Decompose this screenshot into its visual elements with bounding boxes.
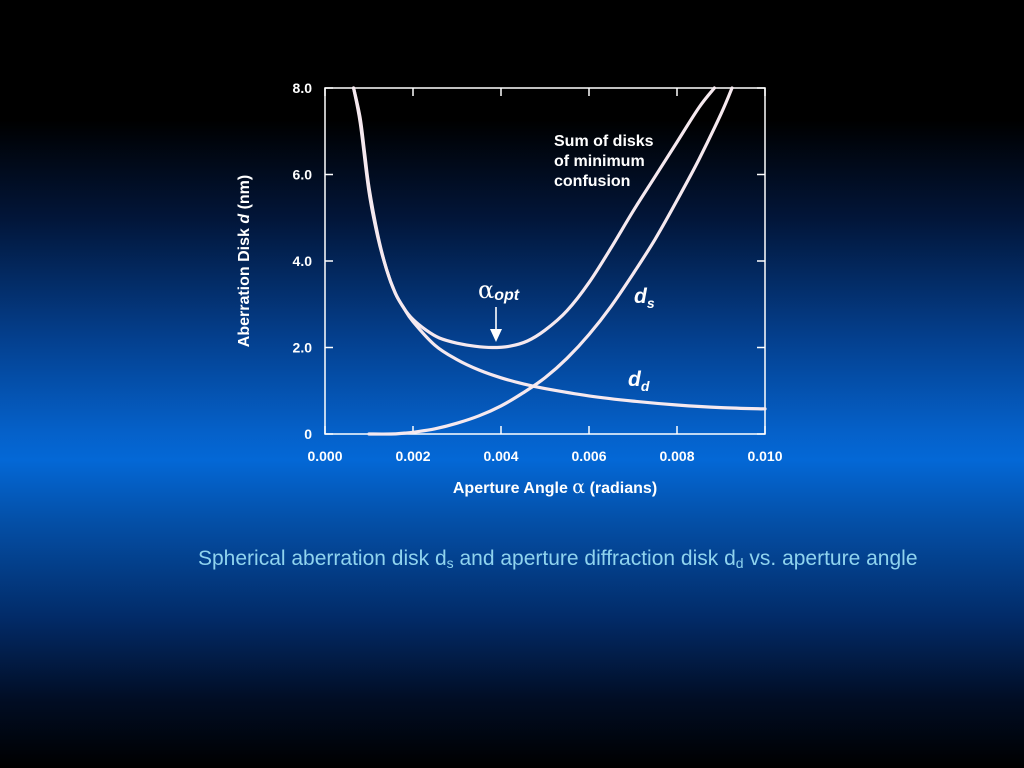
y-tick-label: 0 xyxy=(304,426,312,442)
y-tick-labels: 0 2.0 4.0 6.0 8.0 xyxy=(293,80,313,442)
dd-diffraction-curve xyxy=(352,86,767,411)
y-tick-label: 4.0 xyxy=(293,253,313,269)
x-tick-labels: 0.000 0.002 0.004 0.006 0.008 0.010 xyxy=(307,448,782,464)
caption-part-1: Spherical aberration disk d xyxy=(198,547,447,570)
sum-curve-label-line-2: of minimum xyxy=(554,153,645,170)
x-axis-title-suffix: (radians) xyxy=(585,480,657,497)
axis-ticks xyxy=(324,87,766,435)
alpha-opt-annotation: αopt xyxy=(478,276,520,342)
ds-curve-label: ds xyxy=(634,285,655,311)
x-tick-label: 0.006 xyxy=(571,448,606,464)
x-axis-title-prefix: Aperture Angle xyxy=(453,480,572,497)
dd-curve-label: dd xyxy=(628,368,650,394)
x-tick-label: 0.000 xyxy=(307,448,342,464)
x-tick-label: 0.008 xyxy=(659,448,694,464)
y-tick-label: 8.0 xyxy=(293,80,313,96)
x-tick-label: 0.002 xyxy=(395,448,430,464)
alpha-opt-label: αopt xyxy=(478,276,520,304)
sum-curve-label-line-1: Sum of disks xyxy=(554,133,654,150)
ds-spherical-aberration-curve xyxy=(367,86,734,436)
slide-caption: Spherical aberration disk ds and apertur… xyxy=(198,544,938,574)
caption-part-3: vs. aperture angle xyxy=(743,547,918,570)
x-axis-title: Aperture Angle α (radians) xyxy=(453,476,657,498)
dd-curve-label-sub: d xyxy=(641,378,650,394)
y-tick-label: 6.0 xyxy=(293,167,313,183)
sum-curve-label: Sum of disks of minimum confusion xyxy=(554,133,658,190)
alpha-opt-sub: opt xyxy=(494,287,520,304)
plot-frame xyxy=(324,87,766,435)
y-axis-title-prefix: Aberration Disk xyxy=(236,224,253,348)
y-tick-label: 2.0 xyxy=(293,340,313,356)
y-axis-title-symbol: d xyxy=(236,213,253,224)
alpha-opt-arrow-head xyxy=(490,329,502,342)
caption-part-2: and aperture diffraction disk d xyxy=(453,547,736,570)
y-axis-title-suffix: (nm) xyxy=(236,175,253,214)
sum-of-disks-curve xyxy=(352,86,716,350)
dd-curve-label-main: d xyxy=(628,368,642,391)
x-axis-title-symbol: α xyxy=(572,476,585,498)
y-axis-title: Aberration Disk d (nm) xyxy=(236,175,253,347)
sum-curve-label-line-3: confusion xyxy=(554,173,630,190)
caption-sub-1: s xyxy=(446,555,454,571)
ds-curve-label-sub: s xyxy=(647,295,655,311)
x-tick-label: 0.010 xyxy=(747,448,782,464)
x-tick-label: 0.004 xyxy=(483,448,518,464)
caption-sub-2: d xyxy=(735,555,744,571)
alpha-opt-symbol: α xyxy=(478,276,494,304)
series-curves xyxy=(352,86,767,436)
ds-curve-label-main: d xyxy=(634,285,648,308)
